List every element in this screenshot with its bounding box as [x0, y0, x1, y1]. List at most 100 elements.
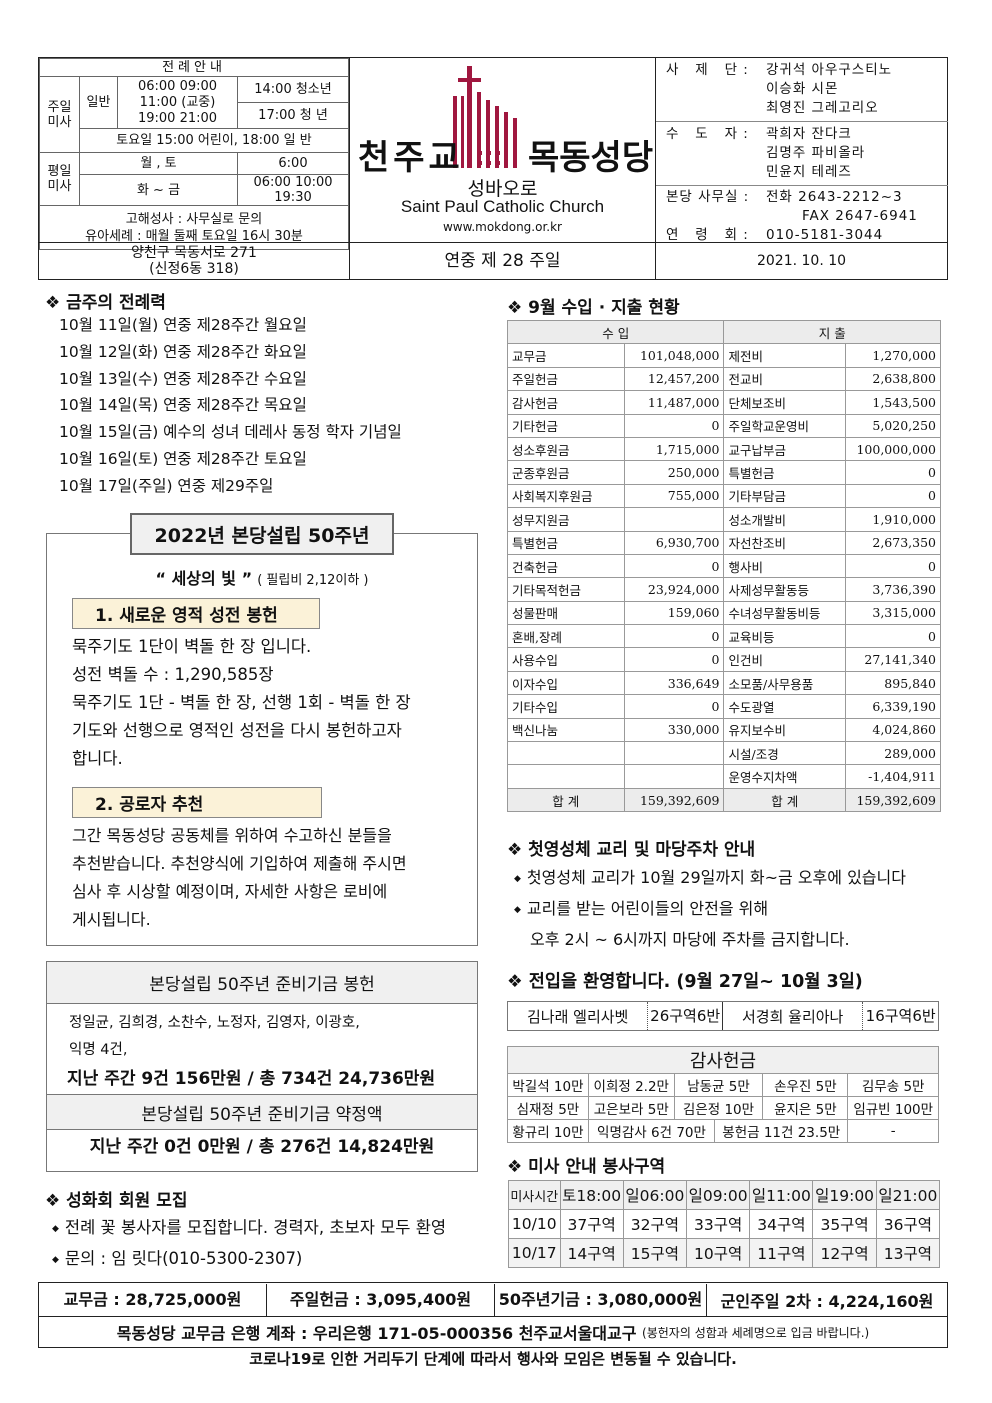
expense-amount: 3,736,390: [845, 577, 941, 602]
covid-notice: 코로나19로 인한 거리두기 단계에 따라서 행사와 모임은 변동될 수 있습니…: [249, 1350, 737, 1368]
church-logo-block: 천주교 목동성당 성바오로 Saint Paul Catholic Church…: [349, 58, 656, 242]
finance-row: 운영수지차액 -1,404,911: [507, 764, 941, 789]
finance-row: 군종후원금 250,000 특별헌금 0: [507, 460, 941, 485]
thanks-title: 감사헌금: [507, 1046, 939, 1074]
expense-item: 자선찬조비: [723, 530, 847, 555]
section-1-title: 1. 새로운 영적 성전 봉헌: [72, 598, 320, 629]
weekday-days: 월 , 토: [79, 152, 238, 175]
header-bottom-row: 양천구 목동서로 271 (신정6동 318) 연중 제 28 주일 2021. …: [39, 242, 947, 279]
income-amount: 330,000: [623, 717, 725, 743]
calendar-list: 10월 11일(월) 연중 제28주간 월요일 10월 12일(화) 연중 제28…: [59, 312, 402, 500]
saturday-mass: 토요일 15:00 어린이, 18:00 일 반: [79, 128, 349, 153]
weekday-times: 6:00: [237, 152, 349, 175]
expense-item: 소모품/사무용품: [723, 670, 847, 696]
expense-amount: 100,000,000: [845, 436, 941, 462]
total-sunday-offering: 주일헌금 : 3,095,400원: [267, 1283, 495, 1316]
church-address: 양천구 목동서로 271 (신정6동 318): [131, 245, 257, 277]
expense-item: 주일학교운영비: [723, 413, 847, 438]
expense-item: 사제성무활동등: [723, 577, 847, 602]
income-item: 기타수입: [507, 694, 625, 719]
liturgy-schedule-table: 전례안내 주일 미사 일반 06:00 09:00 11:00 (교중) 19:00…: [39, 58, 349, 250]
weekday-days: 화 ~ 금: [79, 174, 238, 206]
communion-list: 첫영성체 교리가 10월 29일까지 화~금 오후에 있습니다교리를 받는 어린…: [514, 863, 906, 954]
income-item: [507, 764, 625, 789]
religious: 수 도 자 : 곽희자 잔다크 김명주 파비올라 민윤지 테레즈: [656, 122, 948, 186]
list-item: 문의 : 임 릿다(010-5300-2307): [52, 1244, 446, 1275]
section-2-title: 2. 공로자 추천: [72, 787, 322, 818]
newcomer-name: 서경희 율리아나: [741, 1007, 844, 1026]
expense-amount: 5,020,250: [845, 413, 941, 438]
income-total: 159,392,609: [623, 787, 725, 813]
bulletin-header: 전례안내 주일 미사 일반 06:00 09:00 11:00 (교중) 19:00…: [38, 57, 948, 280]
income-amount: 11,487,000: [623, 390, 725, 415]
expense-item: 단체보조비: [723, 390, 847, 415]
priests: 사 제 단 : 강귀석 아우구스티노 이승화 시몬 최영진 그레고리오: [656, 58, 948, 122]
sunday-mass-label: 주일 미사: [39, 76, 80, 153]
finance-row: 백신나눔 330,000 유지보수비 4,024,860: [507, 717, 941, 743]
list-item: 10월 11일(월) 연중 제28주간 월요일: [59, 316, 307, 334]
fund-summary: 지난 주간 9건 156만원 / 총 734건 24,736만원: [67, 1069, 436, 1089]
expense-amount: 0: [845, 460, 941, 485]
church-website-link[interactable]: www.mokdong.or.kr: [442, 220, 562, 234]
list-item: 교리를 받는 어린이들의 안전을 위해: [514, 894, 906, 925]
expense-total: 159,392,609: [845, 787, 941, 813]
income-item: 이자수입: [507, 670, 625, 696]
income-item: 건축헌금: [507, 553, 625, 579]
young-adult-mass: 17:00 청 년: [237, 102, 349, 129]
church-logo-icon: [453, 66, 517, 168]
logo-text-left: 천주교: [358, 138, 464, 178]
income-amount: 23,924,000: [623, 577, 725, 602]
finance-row: 특별헌금 6,930,700 자선찬조비 2,673,350: [507, 530, 941, 555]
list-item: 전례 꽃 봉사자를 모집합니다. 경력자, 초보자 모두 환영: [52, 1213, 446, 1244]
footer-totals: 교무금 : 28,725,000원 주일헌금 : 3,095,400원 50주년…: [38, 1282, 948, 1348]
income-amount: 755,000: [623, 483, 725, 509]
expense-amount: 0: [845, 624, 941, 649]
income-item: 군종후원금: [507, 460, 625, 485]
income-item: 성물판매: [507, 600, 625, 626]
finance-row: 기타수입 0 수도광열 6,339,190: [507, 694, 941, 719]
expense-amount: 2,638,800: [845, 366, 941, 392]
income-amount: [623, 507, 725, 532]
fund-title: 본당설립 50주년 준비기금 봉헌: [47, 962, 477, 1004]
anniversary-title: 2022년 본당설립 50주년: [130, 513, 394, 555]
income-item: 사회복지후원금: [507, 483, 625, 509]
weekday-mass-label: 평일 미사: [39, 152, 80, 206]
logo-english: Saint Paul Catholic Church: [400, 197, 605, 216]
expense-amount: 4,024,860: [845, 717, 941, 743]
expense-total-label: 합 계: [723, 787, 847, 813]
pledge-summary: 지난 주간 0건 0만원 / 총 276건 14,824만원: [89, 1137, 435, 1157]
list-item: 10월 15일(금) 예수의 성녀 데레사 동정 학자 기념일: [59, 423, 402, 442]
weekday-times: 06:00 10:00 19:30: [237, 174, 349, 206]
income-amount: [623, 764, 725, 789]
expense-item: 특별헌금: [723, 460, 847, 485]
logo-patron: 성바오로: [467, 178, 538, 200]
finance-row: 성물판매 159,060 수녀성무활동비등 3,315,000: [507, 600, 941, 626]
income-amount: 0: [623, 553, 725, 579]
income-amount: 250,000: [623, 460, 725, 485]
income-amount: 336,649: [623, 670, 725, 696]
expense-header: 지 출: [723, 319, 941, 345]
income-item: 주일헌금: [507, 366, 625, 392]
income-item: 감사헌금: [507, 390, 625, 415]
expense-item: 유지보수비: [723, 717, 847, 743]
finance-row: 시설/조경 289,000: [507, 741, 941, 766]
fund-box: 본당설립 50주년 준비기금 봉헌 정일균, 김희경, 소찬수, 노정자, 김영…: [46, 961, 478, 1172]
income-item: 교무금: [507, 343, 625, 368]
youth-mass: 14:00 청소년: [237, 76, 349, 103]
finance-row: 이자수입 336,649 소모품/사무용품 895,840: [507, 670, 941, 696]
income-item: 성무지원금: [507, 507, 625, 532]
staff-contact: 사 제 단 : 강귀석 아우구스티노 이승화 시몬 최영진 그레고리오 수 도 자 :…: [656, 58, 948, 243]
income-amount: 1,715,000: [623, 436, 725, 462]
finance-row: 혼배,장례 0 교육비등 0: [507, 624, 941, 649]
list-item: 10월 17일(주일) 연중 제29주일: [59, 476, 274, 495]
finance-row: 기타헌금 0 주일학교운영비 5,020,250: [507, 413, 941, 438]
income-amount: 12,457,200: [623, 366, 725, 392]
income-amount: 101,048,000: [623, 343, 725, 368]
logo-text-right: 목동성당: [528, 138, 654, 178]
expense-item: 교육비등: [723, 624, 847, 649]
expense-item: 기타부담금: [723, 483, 847, 509]
total-dues: 교무금 : 28,725,000원: [39, 1283, 267, 1316]
finance-row: 교무금 101,048,000 제전비 1,270,000: [507, 343, 941, 368]
thanks-offering-table: 감사헌금 박길석 10만 이희정 2.2만 남동균 5만 손우진 5만 김무송 5만 심…: [507, 1046, 939, 1143]
